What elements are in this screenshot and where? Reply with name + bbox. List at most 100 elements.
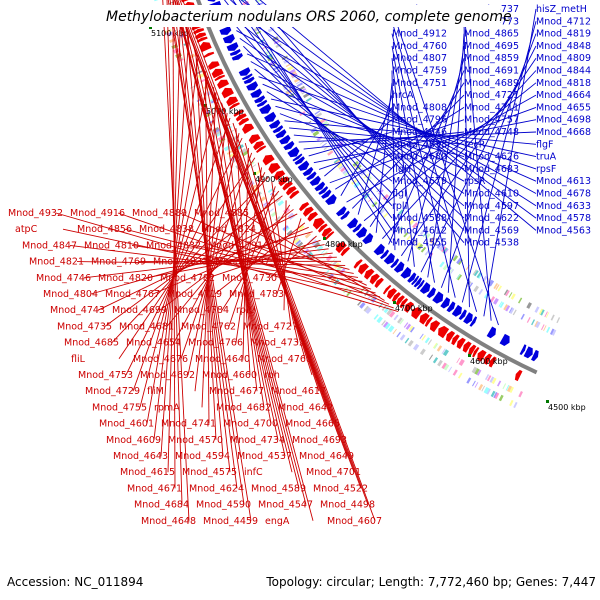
forward-cds bbox=[292, 153, 303, 162]
feature-strip bbox=[476, 369, 482, 376]
forward-cds bbox=[400, 266, 412, 279]
reverse-cds bbox=[235, 113, 247, 122]
feature-strip bbox=[392, 328, 397, 335]
forward-cds bbox=[411, 275, 420, 286]
feature-strip bbox=[456, 273, 463, 281]
reverse-cds bbox=[321, 227, 333, 238]
forward-cds bbox=[393, 261, 405, 273]
gene-label: rplI bbox=[392, 201, 407, 212]
forward-cds bbox=[268, 119, 281, 129]
leader-line bbox=[180, 152, 253, 359]
feature-strip bbox=[442, 247, 448, 254]
gene-label: rplU bbox=[236, 305, 256, 316]
feature-strip bbox=[342, 287, 349, 294]
gene-label: Mnod_4797 bbox=[215, 257, 270, 268]
feature-strip bbox=[534, 321, 541, 329]
gene-label: Mnod_4821 bbox=[29, 257, 84, 268]
gene-label: Mnod_4730 bbox=[222, 273, 277, 284]
feature-strip bbox=[295, 80, 302, 85]
reverse-cds bbox=[411, 307, 423, 320]
gene-label: Mnod_4932 bbox=[8, 208, 63, 219]
reverse-cds bbox=[483, 353, 493, 365]
reverse-cds bbox=[268, 162, 281, 174]
gene-label: Mnod_4769 bbox=[91, 257, 146, 268]
feature-strip bbox=[406, 234, 412, 241]
gene-label: Mnod_4700 bbox=[223, 419, 278, 430]
feature-strip bbox=[412, 343, 420, 351]
feature-strip bbox=[226, 149, 233, 155]
feature-strip bbox=[338, 164, 345, 170]
feature-strip bbox=[292, 237, 300, 244]
feature-strip bbox=[484, 374, 490, 381]
forward-cds bbox=[231, 53, 243, 61]
feature-strip bbox=[488, 279, 495, 287]
gene-label: Mnod_4685 bbox=[64, 338, 119, 349]
gene-label: Mnod_4748 bbox=[464, 127, 519, 138]
gene-label: Mnod_4784 bbox=[174, 305, 229, 316]
feature-strip bbox=[165, 29, 172, 33]
feature-strip bbox=[476, 272, 482, 279]
feature-strip bbox=[381, 305, 387, 311]
feature-strip bbox=[474, 382, 479, 388]
forward-cds bbox=[416, 279, 425, 290]
genome-backbone bbox=[195, 0, 538, 375]
reverse-cds bbox=[429, 320, 441, 333]
gene-label: Mnod_4831 bbox=[153, 257, 208, 268]
feature-strip bbox=[283, 226, 290, 233]
leader-line bbox=[238, 0, 393, 243]
gene-label: Mnod_4760 bbox=[392, 41, 447, 52]
gene-label: Mnod_4847 bbox=[22, 240, 77, 251]
feature-strip bbox=[321, 142, 327, 148]
leader-line bbox=[346, 94, 537, 203]
gene-label: Mnod_4783 bbox=[229, 289, 284, 300]
feature-strip bbox=[550, 314, 555, 321]
feature-strip bbox=[427, 339, 433, 345]
feature-strip bbox=[503, 304, 508, 311]
forward-cds bbox=[238, 67, 251, 76]
forward-cds bbox=[407, 272, 417, 283]
feature-strip bbox=[498, 301, 503, 307]
gene-label: Mnod_4640 bbox=[195, 354, 250, 365]
reverse-cds bbox=[299, 202, 310, 212]
forward-cds bbox=[432, 291, 444, 304]
feature-strip bbox=[538, 308, 544, 315]
feature-strip bbox=[296, 82, 303, 88]
feature-strip bbox=[320, 249, 326, 255]
reverse-cds bbox=[289, 190, 300, 200]
feature-strip bbox=[285, 89, 293, 95]
feature-strip bbox=[194, 66, 201, 71]
forward-cds bbox=[499, 333, 510, 347]
forward-cds bbox=[275, 129, 287, 139]
feature-strip bbox=[441, 348, 446, 355]
forward-cds bbox=[390, 258, 400, 269]
leader-line bbox=[117, 212, 394, 309]
gene-label: Mnod_4642 bbox=[278, 402, 333, 413]
gene-label: Mnod_4682 bbox=[216, 402, 271, 413]
feature-strip bbox=[397, 209, 404, 216]
feature-strip bbox=[298, 224, 305, 232]
feature-strip bbox=[419, 333, 424, 340]
feature-strip bbox=[472, 380, 476, 387]
feature-strip bbox=[497, 285, 502, 292]
gene-label: Mnod_4848 bbox=[536, 41, 591, 52]
gene-label: Mnod_4537 bbox=[237, 451, 292, 462]
leader-line bbox=[255, 0, 465, 243]
reverse-cds bbox=[285, 186, 297, 196]
gene-label: Mnod_4819 bbox=[536, 29, 591, 40]
leader-line bbox=[270, 98, 537, 158]
reverse-cds bbox=[395, 295, 405, 306]
reverse-cds bbox=[282, 181, 293, 191]
leader-line bbox=[391, 58, 415, 267]
gene-label: Mnod_4570 bbox=[168, 435, 223, 446]
leader-line bbox=[104, 195, 283, 327]
leader-line bbox=[132, 117, 231, 392]
gene-label: Mnod_4626 bbox=[464, 152, 519, 163]
leader-line bbox=[194, 112, 228, 392]
feature-strip bbox=[436, 345, 443, 352]
feature-strip bbox=[508, 292, 513, 298]
feature-strip bbox=[273, 39, 281, 45]
leader-line bbox=[179, 0, 369, 505]
feature-strip bbox=[371, 201, 378, 208]
feature-strip bbox=[505, 305, 511, 312]
